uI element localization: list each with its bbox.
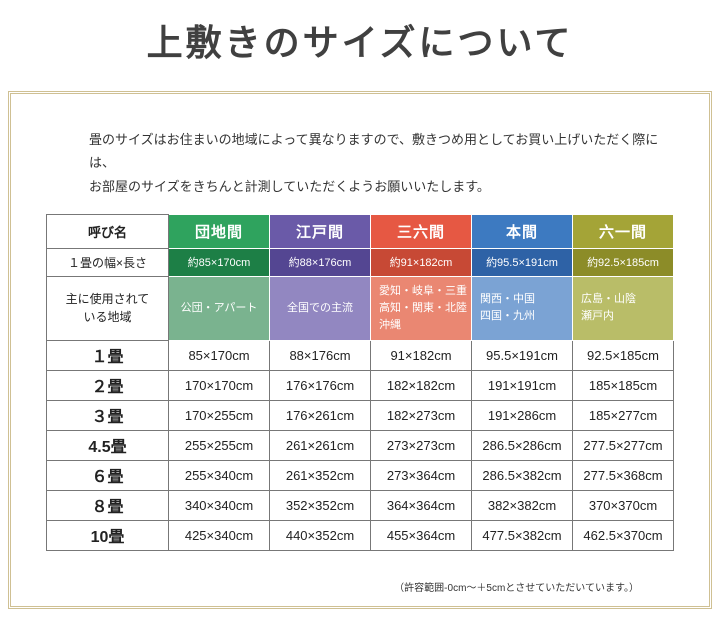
size-cell: 191×286cm bbox=[471, 399, 573, 431]
size-cell: 92.5×185cm bbox=[572, 339, 674, 371]
intro-text: 畳のサイズはお住まいの地域によって異なりますので、敷きつめ用としてお買い上げいた… bbox=[89, 131, 659, 194]
size-cell: 95.5×191cm bbox=[471, 339, 573, 371]
size-cell: 370×370cm bbox=[572, 489, 674, 521]
size-cell: 255×255cm bbox=[168, 429, 270, 461]
size-cell: 440×352cm bbox=[269, 519, 371, 551]
size-cell: 455×364cm bbox=[370, 519, 472, 551]
corner-header: 呼び名 bbox=[46, 213, 169, 249]
size-cell: 185×185cm bbox=[572, 369, 674, 401]
size-cell: 182×182cm bbox=[370, 369, 472, 401]
width-cell: 約95.5×191cm bbox=[471, 247, 573, 277]
size-row: １畳 85×170cm 88×176cm 91×182cm 95.5×191cm 92.5… bbox=[46, 339, 674, 371]
size-cell: 425×340cm bbox=[168, 519, 270, 551]
row-label: ８畳 bbox=[46, 489, 169, 521]
width-row-header: １畳の幅×長さ bbox=[46, 247, 169, 277]
region-row: 主に使用されて いる地域 公団・アパート 全国での主流 愛知・岐阜・三重 高知・… bbox=[46, 275, 674, 341]
size-row: ８畳 340×340cm 352×352cm 364×364cm 382×382cm 37… bbox=[46, 489, 674, 521]
region-cell: 公団・アパート bbox=[168, 275, 270, 341]
size-row: ２畳 170×170cm 176×176cm 182×182cm 191×191cm 18… bbox=[46, 369, 674, 401]
size-cell: 340×340cm bbox=[168, 489, 270, 521]
page-title: 上敷きのサイズについて bbox=[146, 23, 574, 63]
size-cell: 462.5×370cm bbox=[572, 519, 674, 551]
column-header-honma: 本間 bbox=[471, 213, 573, 249]
width-row: １畳の幅×長さ 約85×170cm 約88×176cm 約91×182cm 約9… bbox=[46, 247, 674, 277]
size-cell: 170×170cm bbox=[168, 369, 270, 401]
size-row: 10畳 425×340cm 440×352cm 455×364cm 477.5×382c… bbox=[46, 519, 674, 551]
width-cell: 約91×182cm bbox=[370, 247, 472, 277]
region-cell: 関西・中国 四国・九州 bbox=[471, 275, 573, 341]
size-cell: 286.5×286cm bbox=[471, 429, 573, 461]
size-cell: 88×176cm bbox=[269, 339, 371, 371]
row-label: 4.5畳 bbox=[46, 429, 169, 461]
size-cell: 352×352cm bbox=[269, 489, 371, 521]
column-header-saburokuma: 三六間 bbox=[370, 213, 472, 249]
size-cell: 255×340cm bbox=[168, 459, 270, 491]
size-cell: 273×364cm bbox=[370, 459, 472, 491]
size-cell: 364×364cm bbox=[370, 489, 472, 521]
width-cell: 約92.5×185cm bbox=[572, 247, 674, 277]
size-cell: 176×261cm bbox=[269, 399, 371, 431]
row-label: ６畳 bbox=[46, 459, 169, 491]
size-row: ３畳 170×255cm 176×261cm 182×273cm 191×286cm 18… bbox=[46, 399, 674, 431]
size-cell: 286.5×382cm bbox=[471, 459, 573, 491]
width-cell: 約85×170cm bbox=[168, 247, 270, 277]
column-header-edoma: 江戸間 bbox=[269, 213, 371, 249]
size-cell: 176×176cm bbox=[269, 369, 371, 401]
row-label: 10畳 bbox=[46, 519, 169, 551]
row-label: ２畳 bbox=[46, 369, 169, 401]
region-row-header: 主に使用されて いる地域 bbox=[46, 275, 169, 341]
size-cell: 182×273cm bbox=[370, 399, 472, 431]
size-row: 4.5畳 255×255cm 261×261cm 273×273cm 286.5×286… bbox=[46, 429, 674, 461]
tolerance-note: （許容範囲-0cm～＋5cmとさせていただいています。） bbox=[394, 582, 639, 594]
size-cell: 477.5×382cm bbox=[471, 519, 573, 551]
size-cell: 170×255cm bbox=[168, 399, 270, 431]
width-cell: 約88×176cm bbox=[269, 247, 371, 277]
tatami-size-table: 呼び名 団地間 江戸間 三六間 本間 六一間 １畳の幅×長さ 約85×170cm… bbox=[46, 213, 674, 551]
size-row: ６畳 255×340cm 261×352cm 273×364cm 286.5×382cm… bbox=[46, 459, 674, 491]
size-cell: 261×261cm bbox=[269, 429, 371, 461]
row-label: １畳 bbox=[46, 339, 169, 371]
region-cell: 全国での主流 bbox=[269, 275, 371, 341]
row-label: ３畳 bbox=[46, 399, 169, 431]
region-cell: 愛知・岐阜・三重 高知・関東・北陸 沖縄 bbox=[370, 275, 472, 341]
column-header-rokuichima: 六一間 bbox=[572, 213, 674, 249]
size-cell: 277.5×368cm bbox=[572, 459, 674, 491]
size-cell: 185×277cm bbox=[572, 399, 674, 431]
size-cell: 382×382cm bbox=[471, 489, 573, 521]
size-cell: 261×352cm bbox=[269, 459, 371, 491]
size-cell: 277.5×277cm bbox=[572, 429, 674, 461]
region-cell: 広島・山陰 瀬戸内 bbox=[572, 275, 674, 341]
column-header-row: 呼び名 団地間 江戸間 三六間 本間 六一間 bbox=[46, 213, 674, 249]
size-cell: 273×273cm bbox=[370, 429, 472, 461]
size-cell: 85×170cm bbox=[168, 339, 270, 371]
size-cell: 191×191cm bbox=[471, 369, 573, 401]
content-box: 畳のサイズはお住まいの地域によって異なりますので、敷きつめ用としてお買い上げいた… bbox=[8, 90, 712, 609]
column-header-danchima: 団地間 bbox=[168, 213, 270, 249]
size-cell: 91×182cm bbox=[370, 339, 472, 371]
